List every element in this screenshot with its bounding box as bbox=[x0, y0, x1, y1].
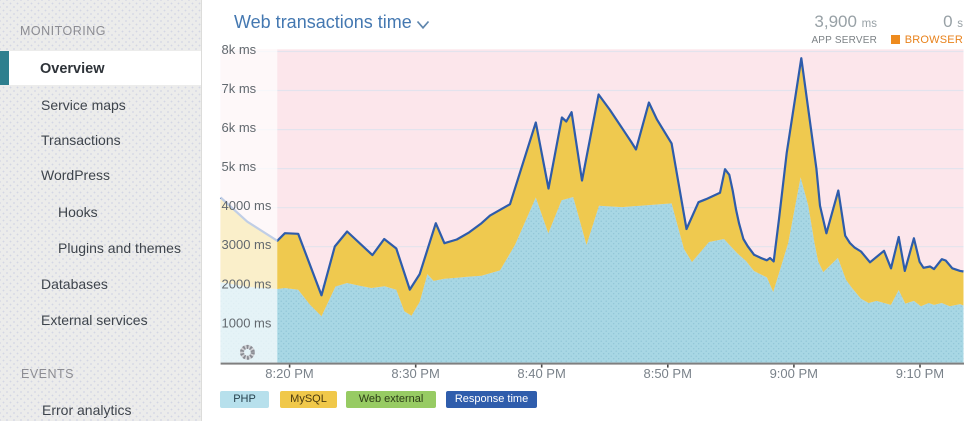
svg-text:2000 ms: 2000 ms bbox=[222, 276, 272, 291]
svg-text:3000 ms: 3000 ms bbox=[222, 237, 272, 252]
svg-text:6k ms: 6k ms bbox=[222, 120, 257, 135]
svg-text:7k ms: 7k ms bbox=[222, 81, 257, 96]
svg-text:8:40 PM: 8:40 PM bbox=[517, 366, 565, 381]
svg-text:8:30 PM: 8:30 PM bbox=[391, 366, 439, 381]
svg-text:8k ms: 8k ms bbox=[222, 42, 257, 57]
svg-text:1000 ms: 1000 ms bbox=[222, 315, 272, 330]
svg-text:9:10 PM: 9:10 PM bbox=[896, 366, 944, 381]
svg-text:8:20 PM: 8:20 PM bbox=[265, 366, 313, 381]
svg-text:8:50 PM: 8:50 PM bbox=[643, 366, 691, 381]
svg-text:5k ms: 5k ms bbox=[222, 159, 257, 174]
svg-text:4000 ms: 4000 ms bbox=[222, 198, 272, 213]
svg-text:9:00 PM: 9:00 PM bbox=[770, 366, 818, 381]
